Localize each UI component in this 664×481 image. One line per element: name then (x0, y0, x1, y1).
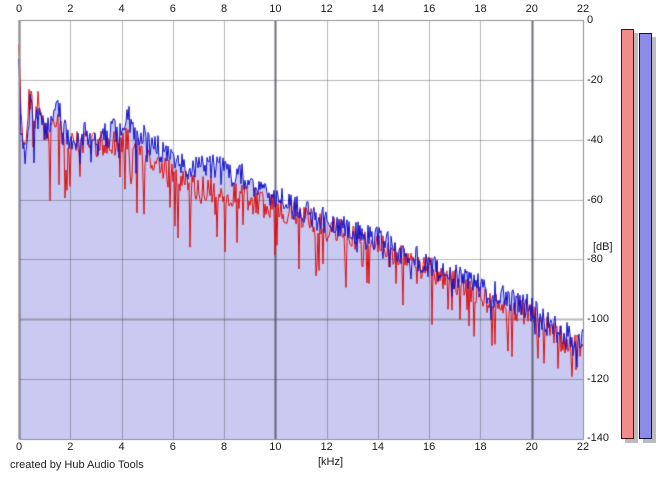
y-axis-tick: -120 (587, 373, 610, 386)
x-axis-bottom-tick: 18 (474, 441, 487, 453)
x-axis-top-tick: 8 (221, 3, 228, 15)
x-axis-bottom-tick: 22 (576, 441, 590, 453)
credit-text: created by Hub Audio Tools (10, 459, 144, 471)
x-axis-top-tick: 18 (474, 3, 487, 15)
x-axis-bottom-tick: 12 (320, 441, 333, 453)
y-axis-tick: -60 (587, 193, 603, 206)
y-axis-tick: -40 (587, 133, 603, 146)
x-axis-top-tick: 0 (15, 3, 23, 15)
y-axis-unit-label: [dB] (593, 241, 613, 253)
x-axis-top-tick: 22 (576, 3, 590, 15)
x-axis-top-tick: 20 (525, 3, 538, 15)
y-axis-tick: -140 (587, 432, 610, 444)
x-axis-top-tick: 4 (118, 3, 125, 15)
x-axis-unit-label: [kHz] (318, 456, 344, 468)
x-axis-bottom-tick: 16 (423, 441, 436, 453)
x-axis-bottom-tick: 14 (371, 441, 385, 453)
x-axis-bottom-tick: 8 (221, 441, 228, 453)
right-level-meter-blue (639, 33, 652, 439)
x-axis-bottom-tick: 6 (169, 441, 176, 453)
x-axis-top-tick: 12 (320, 3, 333, 15)
x-axis-top-tick: 14 (371, 3, 385, 15)
x-axis-top-tick: 2 (67, 3, 74, 15)
x-axis-bottom-tick: 20 (525, 441, 538, 453)
x-axis-top-tick: 10 (269, 3, 282, 15)
y-axis-tick: -80 (587, 253, 603, 266)
x-axis-bottom-tick: 10 (269, 441, 282, 453)
left-level-meter-red (621, 29, 634, 439)
x-axis-bottom-tick: 4 (118, 441, 125, 453)
x-axis-bottom-tick: 2 (67, 441, 74, 453)
x-axis-top-tick: 16 (423, 3, 436, 15)
x-axis-top-tick: 6 (169, 3, 176, 15)
y-axis-tick: 0 (587, 14, 594, 26)
y-axis-tick: -20 (587, 73, 603, 86)
x-axis-bottom-tick: 0 (15, 441, 23, 453)
y-axis-tick: -100 (587, 313, 610, 326)
